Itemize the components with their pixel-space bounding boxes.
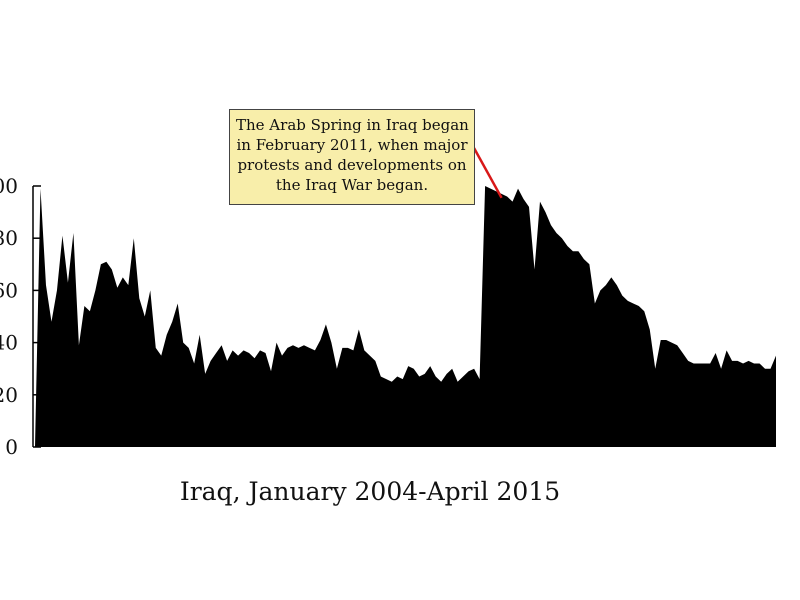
y-tick-label-100: 100 xyxy=(0,174,18,198)
annotation-line-4: the Iraq War began. xyxy=(275,176,429,194)
y-tick-label-20: 20 xyxy=(0,383,18,407)
y-tick-label-80: 80 xyxy=(0,226,18,250)
annotation-arrow xyxy=(472,147,503,199)
y-axis-ticks: 0 20 40 60 80 100 xyxy=(0,174,41,459)
y-tick-label-40: 40 xyxy=(0,331,18,355)
x-axis-label: Iraq, January 2004-April 2015 xyxy=(180,477,560,506)
annotation-line-1: The Arab Spring in Iraq began xyxy=(236,116,469,134)
annotation-line-2: in February 2011, when major xyxy=(236,136,468,154)
series-area xyxy=(35,186,776,447)
annotation-line-3: protests and developments on xyxy=(237,156,467,174)
y-tick-label-60: 60 xyxy=(0,278,18,302)
annotation-box: The Arab Spring in Iraq began in Februar… xyxy=(229,109,475,205)
y-tick-label-0: 0 xyxy=(5,435,18,459)
